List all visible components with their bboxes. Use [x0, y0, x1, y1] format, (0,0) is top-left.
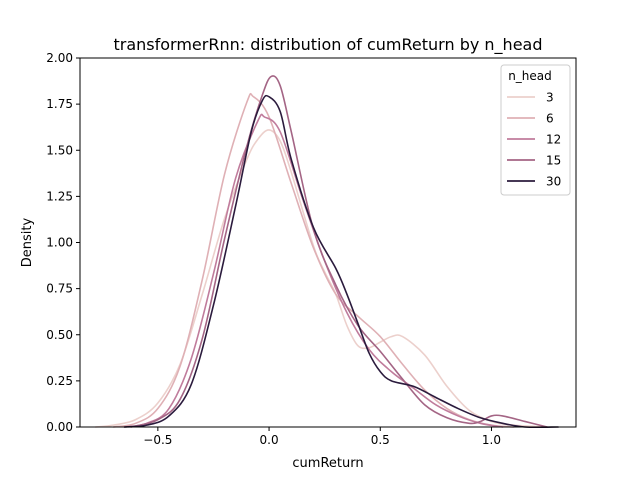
legend-title: n_head — [508, 69, 552, 83]
y-tick-label: 0.25 — [46, 374, 73, 388]
plot-area — [80, 58, 576, 427]
density-curves — [94, 75, 560, 429]
x-tick-label: 1.0 — [482, 433, 501, 447]
density-curve-n-head-15 — [130, 75, 548, 428]
y-axis-label: Density — [20, 217, 35, 267]
y-tick-label: 1.25 — [46, 189, 73, 203]
x-tick-label: 0.5 — [371, 433, 390, 447]
x-axis: −0.5 0.0 0.5 1.0 — [143, 427, 501, 447]
legend: n_head 3 6 12 15 30 — [500, 64, 571, 196]
y-tick-label: 0.50 — [46, 328, 73, 342]
legend-label-n-head-30: 30 — [546, 175, 561, 189]
y-tick-label: 1.50 — [46, 143, 73, 157]
legend-label-n-head-6: 6 — [546, 112, 554, 126]
legend-label-n-head-12: 12 — [546, 133, 561, 147]
chart-title: transformerRnn: distribution of cumRetur… — [113, 35, 542, 55]
x-tick-label: −0.5 — [143, 433, 172, 447]
x-axis-label: cumReturn — [292, 456, 363, 471]
y-axis: 0.00 0.25 0.50 0.75 1.00 1.25 1.50 1.75 2.00 — [46, 51, 80, 434]
density-curve-n-head-30 — [123, 94, 560, 429]
legend-label-n-head-3: 3 — [546, 91, 554, 105]
y-tick-label: 1.75 — [46, 97, 73, 111]
legend-items: 3 6 12 15 30 — [507, 91, 561, 189]
y-tick-label: 0.00 — [46, 420, 73, 434]
legend-label-n-head-15: 15 — [546, 154, 561, 168]
y-tick-label: 2.00 — [46, 51, 73, 65]
x-tick-label: 0.0 — [260, 433, 279, 447]
density-curve-n-head-6 — [112, 92, 515, 428]
y-tick-label: 1.00 — [46, 236, 73, 250]
y-tick-label: 0.75 — [46, 282, 73, 296]
